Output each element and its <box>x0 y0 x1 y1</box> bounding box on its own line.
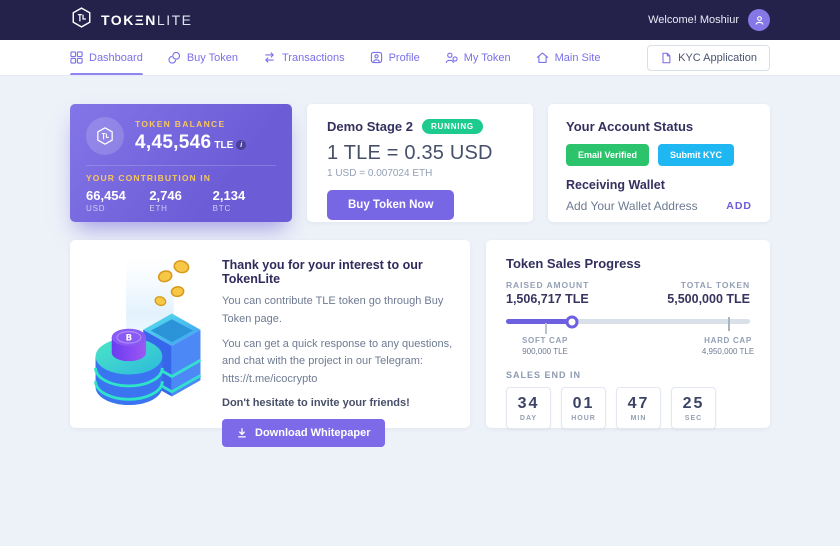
account-status-title: Your Account Status <box>566 119 694 134</box>
thanks-title: Thank you for your interest to our Token… <box>222 258 423 286</box>
info-icon[interactable]: i <box>236 140 247 150</box>
sale-stage-card: Demo Stage 2 RUNNING 1 TLE = 0.35 USD 1 … <box>307 104 533 222</box>
status-badge[interactable]: Submit KYC <box>658 144 735 166</box>
nav-item-profile[interactable]: Profile <box>370 40 420 75</box>
countdown-min: 47 MIN <box>616 387 661 429</box>
welcome-text: Welcome! Moshiur <box>648 14 739 26</box>
nav-label: My Token <box>463 51 511 64</box>
svg-text:B: B <box>126 334 133 344</box>
thanks-paragraph-2: You can get a quick response to any ques… <box>222 337 453 386</box>
total-token-value: 5,500,000 TLE <box>667 292 750 306</box>
wallet-address-hint: Add Your Wallet Address <box>566 199 698 213</box>
sales-progress-slider: SOFT CAP 900,000 TLE HARD CAP 4,950,000 … <box>506 315 754 356</box>
user-token-icon <box>445 52 458 64</box>
nav-item-main-site[interactable]: Main Site <box>536 40 601 75</box>
nav-label: Main Site <box>554 51 601 64</box>
tokenlite-badge-icon <box>86 117 124 155</box>
token-sales-progress-card: Token Sales Progress RAISED AMOUNT TOTAL… <box>486 240 770 429</box>
contribution-title: YOUR CONTRIBUTION IN <box>86 173 211 183</box>
person-icon <box>755 15 763 25</box>
download-whitepaper-button[interactable]: Download Whitepaper <box>222 419 385 448</box>
token-rate-eth: 1 USD = 0.007024 ETH <box>327 168 433 179</box>
balance-unit: TLE <box>214 139 234 151</box>
balance-title: TOKEN BALANCE <box>135 118 226 129</box>
download-button-label: Download Whitepaper <box>255 427 371 440</box>
raised-amount-value: 1,506,717 TLE <box>506 292 589 306</box>
nav-item-my-token[interactable]: My Token <box>445 40 511 75</box>
nav-label: Profile <box>388 51 420 64</box>
contribution-eth: 2,746 ETH <box>149 188 182 213</box>
download-icon <box>238 428 246 438</box>
kyc-application-button[interactable]: KYC Application <box>647 44 770 71</box>
token-balance-card: TOKEN BALANCE 4,45,546 TLE i YOUR CONTRI… <box>70 104 292 222</box>
main-nav: Dashboard Buy Token Transactions Profile… <box>0 40 840 76</box>
thanks-paragraph-1: You can contribute TLE token go through … <box>222 295 444 325</box>
brand-logo[interactable]: TOKΞNLITE <box>70 6 193 34</box>
soft-cap-marker <box>545 323 547 334</box>
progress-title: Token Sales Progress <box>506 256 641 271</box>
progress-handle[interactable] <box>565 315 579 328</box>
sales-end-label: SALES END IN <box>506 370 582 380</box>
nav-label: Transactions <box>282 51 345 64</box>
nav-item-transactions[interactable]: Transactions <box>263 40 345 75</box>
countdown-hour: 01 HOUR <box>561 387 606 429</box>
welcome-message-card: B Thank you for your interest to our Tok… <box>70 240 470 448</box>
balance-amount: 4,45,546 <box>135 131 212 153</box>
token-rate: 1 TLE = 0.35 USD <box>327 142 493 164</box>
kyc-button-label: KYC Application <box>678 51 757 64</box>
status-badge[interactable]: Email Verified <box>566 144 650 166</box>
contribution-btc: 2,134 BTC <box>212 188 246 213</box>
countdown-timer: 34 DAY 01 HOUR 47 MIN 25 SEC <box>506 387 750 429</box>
nav-label: Dashboard <box>89 51 143 64</box>
tokenlite-logo-icon <box>70 6 93 34</box>
account-status-card: Your Account Status Email Verified Submi… <box>548 104 770 222</box>
coins-stack-illustration: B <box>84 254 212 414</box>
soft-cap-label: SOFT CAP 900,000 TLE <box>522 336 569 356</box>
contribution-usd: 66,454 USD <box>86 188 126 213</box>
total-token-label: TOTAL TOKEN <box>680 280 750 290</box>
grid-icon <box>70 51 83 64</box>
progress-fill <box>506 319 572 324</box>
receiving-wallet-title: Receiving Wallet <box>566 178 665 192</box>
home-icon <box>536 52 548 63</box>
stage-title: Demo Stage 2 <box>327 119 413 134</box>
hard-cap-label: HARD CAP 4,950,000 TLE <box>701 336 755 356</box>
top-bar: TOKΞNLITE Welcome! Moshiur <box>0 0 840 40</box>
user-card-icon <box>370 51 382 64</box>
nav-item-buy-token[interactable]: Buy Token <box>168 40 238 75</box>
nav-label: Buy Token <box>186 51 238 64</box>
running-badge: RUNNING <box>421 119 483 134</box>
document-icon <box>662 52 671 63</box>
dashboard-content: TOKEN BALANCE 4,45,546 TLE i YOUR CONTRI… <box>70 76 770 448</box>
brand-name: TOKΞNLITE <box>101 12 193 28</box>
raised-amount-label: RAISED AMOUNT <box>506 280 590 290</box>
buy-token-now-button[interactable]: Buy Token Now <box>327 190 455 220</box>
countdown-day: 34 DAY <box>506 387 551 429</box>
thanks-invite-line: Don't hesitate to invite your friends! <box>222 397 410 410</box>
hard-cap-marker <box>728 317 731 331</box>
user-avatar[interactable] <box>748 9 770 31</box>
countdown-sec: 25 SEC <box>671 387 716 429</box>
add-wallet-link[interactable]: ADD <box>726 200 752 212</box>
swap-icon <box>265 52 274 63</box>
nav-item-dashboard[interactable]: Dashboard <box>70 40 143 75</box>
coins-icon <box>168 51 180 64</box>
